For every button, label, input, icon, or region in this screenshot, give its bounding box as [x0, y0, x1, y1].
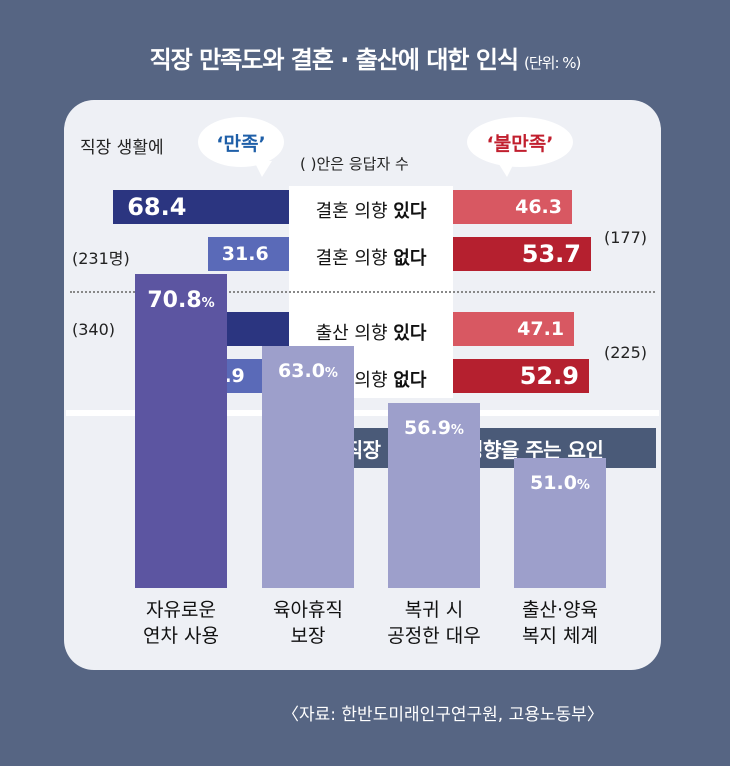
row-label: 결혼 의향 있다	[315, 201, 427, 222]
factor-category-line: 복귀 시	[404, 599, 464, 621]
dissatisfied-count: (177)	[604, 228, 648, 247]
factor-value: 56.9	[404, 416, 451, 439]
factor-bar: 51.0%	[514, 457, 606, 588]
dissatisfied-bar: 52.9	[453, 359, 589, 393]
satisfied-bar: 31.6	[207, 237, 289, 271]
factor-bar: 56.9%	[388, 402, 480, 588]
factor-value: 70.8	[147, 287, 202, 313]
dissatisfied-bar: 46.3	[453, 190, 572, 224]
dissatisfied-bubble: ‘불만족’	[467, 117, 573, 177]
row-label: 결혼 의향 없다	[315, 248, 427, 269]
factor-category-line: 보장	[290, 625, 326, 647]
row-label: 출산 의향 있다	[315, 323, 427, 344]
factor-category-line: 자유로운	[146, 599, 216, 621]
satisfied-count: (231명)	[72, 249, 130, 268]
unit-label: (단위: %)	[524, 54, 581, 72]
group-divider	[70, 291, 655, 293]
dissatisfied-bar: 53.7	[453, 237, 591, 271]
factor-category-line: 공정한 대우	[387, 625, 481, 647]
section-divider	[66, 410, 659, 416]
factor-bar: 70.8%	[135, 273, 227, 588]
factor-value: 51.0	[530, 471, 577, 494]
intro-text: 직장 생활에	[80, 138, 164, 158]
percent-suffix: %	[324, 366, 338, 382]
percent-suffix: %	[450, 422, 464, 438]
chart-title: 직장 만족도와 결혼 · 출산에 대한 인식 (단위: %)	[149, 46, 582, 74]
percent-suffix: %	[576, 477, 590, 493]
factor-category-line: 출산·양육	[522, 599, 598, 621]
factor-category-line: 육아휴직	[273, 599, 343, 621]
respondents-note: ( )안은 응답자 수	[300, 155, 409, 173]
percent-suffix: %	[201, 295, 215, 311]
factor-category-line: 복지 체계	[522, 625, 598, 647]
factor-value: 63.0	[278, 360, 325, 383]
satisfied-bar: 68.4	[113, 190, 289, 224]
satisfied-bubble: ‘만족’	[198, 117, 284, 177]
satisfied-count: (340)	[72, 320, 116, 339]
dissatisfied-bar: 47.1	[453, 312, 575, 346]
source-note: 〈자료: 한반도미래인구연구원, 고용노동부〉	[282, 705, 604, 725]
factor-category-line: 연차 사용	[143, 625, 219, 647]
factor-bar: 63.0%	[262, 346, 354, 588]
dissatisfied-count: (225)	[604, 343, 648, 362]
